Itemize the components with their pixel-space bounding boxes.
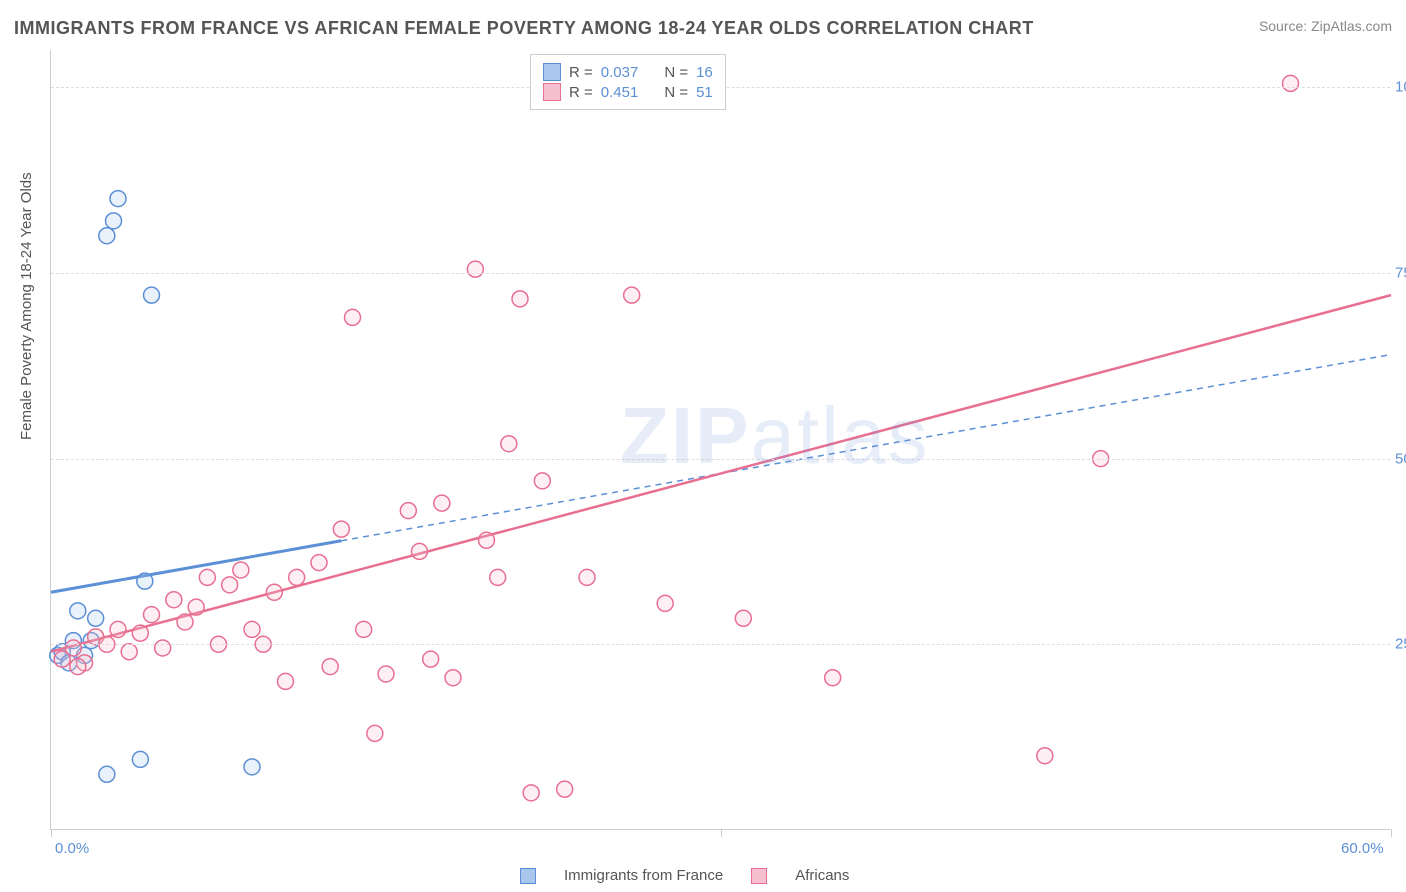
x-legend-africans-label: Africans xyxy=(795,867,849,884)
data-point xyxy=(479,532,495,548)
data-point xyxy=(400,503,416,519)
x-tick xyxy=(1391,829,1392,837)
legend-r-value-africans: 0.451 xyxy=(601,84,639,101)
data-point xyxy=(412,543,428,559)
y-tick-label: 25.0% xyxy=(1395,636,1406,653)
legend-r-value-france: 0.037 xyxy=(601,64,639,81)
x-axis-legend: Immigrants from France Africans xyxy=(520,867,849,884)
data-point xyxy=(557,781,573,797)
data-point xyxy=(490,569,506,585)
data-point xyxy=(735,610,751,626)
data-point xyxy=(110,621,126,637)
data-point xyxy=(166,592,182,608)
data-point xyxy=(1037,748,1053,764)
data-point xyxy=(132,751,148,767)
chart-svg xyxy=(51,50,1390,829)
data-point xyxy=(467,261,483,277)
data-point xyxy=(1283,75,1299,91)
x-tick xyxy=(51,829,52,837)
y-axis-title: Female Poverty Among 18-24 Year Olds xyxy=(18,172,35,440)
data-point xyxy=(278,673,294,689)
data-point xyxy=(222,577,238,593)
legend-row-france: R = 0.037 N = 16 xyxy=(543,63,713,81)
data-point xyxy=(110,191,126,207)
data-point xyxy=(137,573,153,589)
data-point xyxy=(132,625,148,641)
data-point xyxy=(367,725,383,741)
data-point xyxy=(322,659,338,675)
data-point xyxy=(144,287,160,303)
data-point xyxy=(423,651,439,667)
correlation-legend: R = 0.037 N = 16 R = 0.451 N = 51 xyxy=(530,54,726,110)
legend-swatch-france xyxy=(543,63,561,81)
data-point xyxy=(333,521,349,537)
data-point xyxy=(233,562,249,578)
x-tick-label: 60.0% xyxy=(1341,840,1384,857)
data-point xyxy=(99,228,115,244)
data-point xyxy=(512,291,528,307)
trend-line-dashed xyxy=(341,355,1391,541)
y-tick-label: 100.0% xyxy=(1395,79,1406,96)
legend-r-label: R = xyxy=(569,64,593,81)
legend-n-value-africans: 51 xyxy=(696,84,713,101)
y-tick-label: 75.0% xyxy=(1395,264,1406,281)
data-point xyxy=(266,584,282,600)
source-attribution: Source: ZipAtlas.com xyxy=(1259,18,1392,34)
data-point xyxy=(199,569,215,585)
x-legend-france-label: Immigrants from France xyxy=(564,867,723,884)
data-point xyxy=(144,607,160,623)
data-point xyxy=(523,785,539,801)
data-point xyxy=(624,287,640,303)
y-tick-label: 50.0% xyxy=(1395,450,1406,467)
legend-row-africans: R = 0.451 N = 51 xyxy=(543,83,713,101)
data-point xyxy=(356,621,372,637)
legend-swatch-africans-icon xyxy=(751,868,767,884)
legend-swatch-africans xyxy=(543,83,561,101)
data-point xyxy=(311,555,327,571)
gridline xyxy=(51,644,1390,645)
legend-r-label: R = xyxy=(569,84,593,101)
legend-n-value-france: 16 xyxy=(696,64,713,81)
chart-title: IMMIGRANTS FROM FRANCE VS AFRICAN FEMALE… xyxy=(14,18,1034,39)
data-point xyxy=(579,569,595,585)
x-tick xyxy=(721,829,722,837)
gridline xyxy=(51,273,1390,274)
data-point xyxy=(289,569,305,585)
data-point xyxy=(534,473,550,489)
data-point xyxy=(501,436,517,452)
data-point xyxy=(345,309,361,325)
source-value: ZipAtlas.com xyxy=(1311,18,1392,34)
plot-area: 25.0%50.0%75.0%100.0%0.0%60.0% xyxy=(50,50,1390,830)
data-point xyxy=(188,599,204,615)
data-point xyxy=(177,614,193,630)
data-point xyxy=(244,759,260,775)
data-point xyxy=(155,640,171,656)
data-point xyxy=(121,644,137,660)
data-point xyxy=(70,603,86,619)
trend-line-solid xyxy=(51,295,1391,652)
data-point xyxy=(244,621,260,637)
x-tick-label: 0.0% xyxy=(55,840,89,857)
data-point xyxy=(434,495,450,511)
source-label: Source: xyxy=(1259,18,1307,34)
data-point xyxy=(445,670,461,686)
data-point xyxy=(99,766,115,782)
data-point xyxy=(825,670,841,686)
data-point xyxy=(65,640,81,656)
legend-n-label: N = xyxy=(664,84,688,101)
data-point xyxy=(88,610,104,626)
data-point xyxy=(70,659,86,675)
legend-swatch-france-icon xyxy=(520,868,536,884)
data-point xyxy=(378,666,394,682)
data-point xyxy=(657,595,673,611)
data-point xyxy=(106,213,122,229)
legend-n-label: N = xyxy=(664,64,688,81)
gridline xyxy=(51,459,1390,460)
